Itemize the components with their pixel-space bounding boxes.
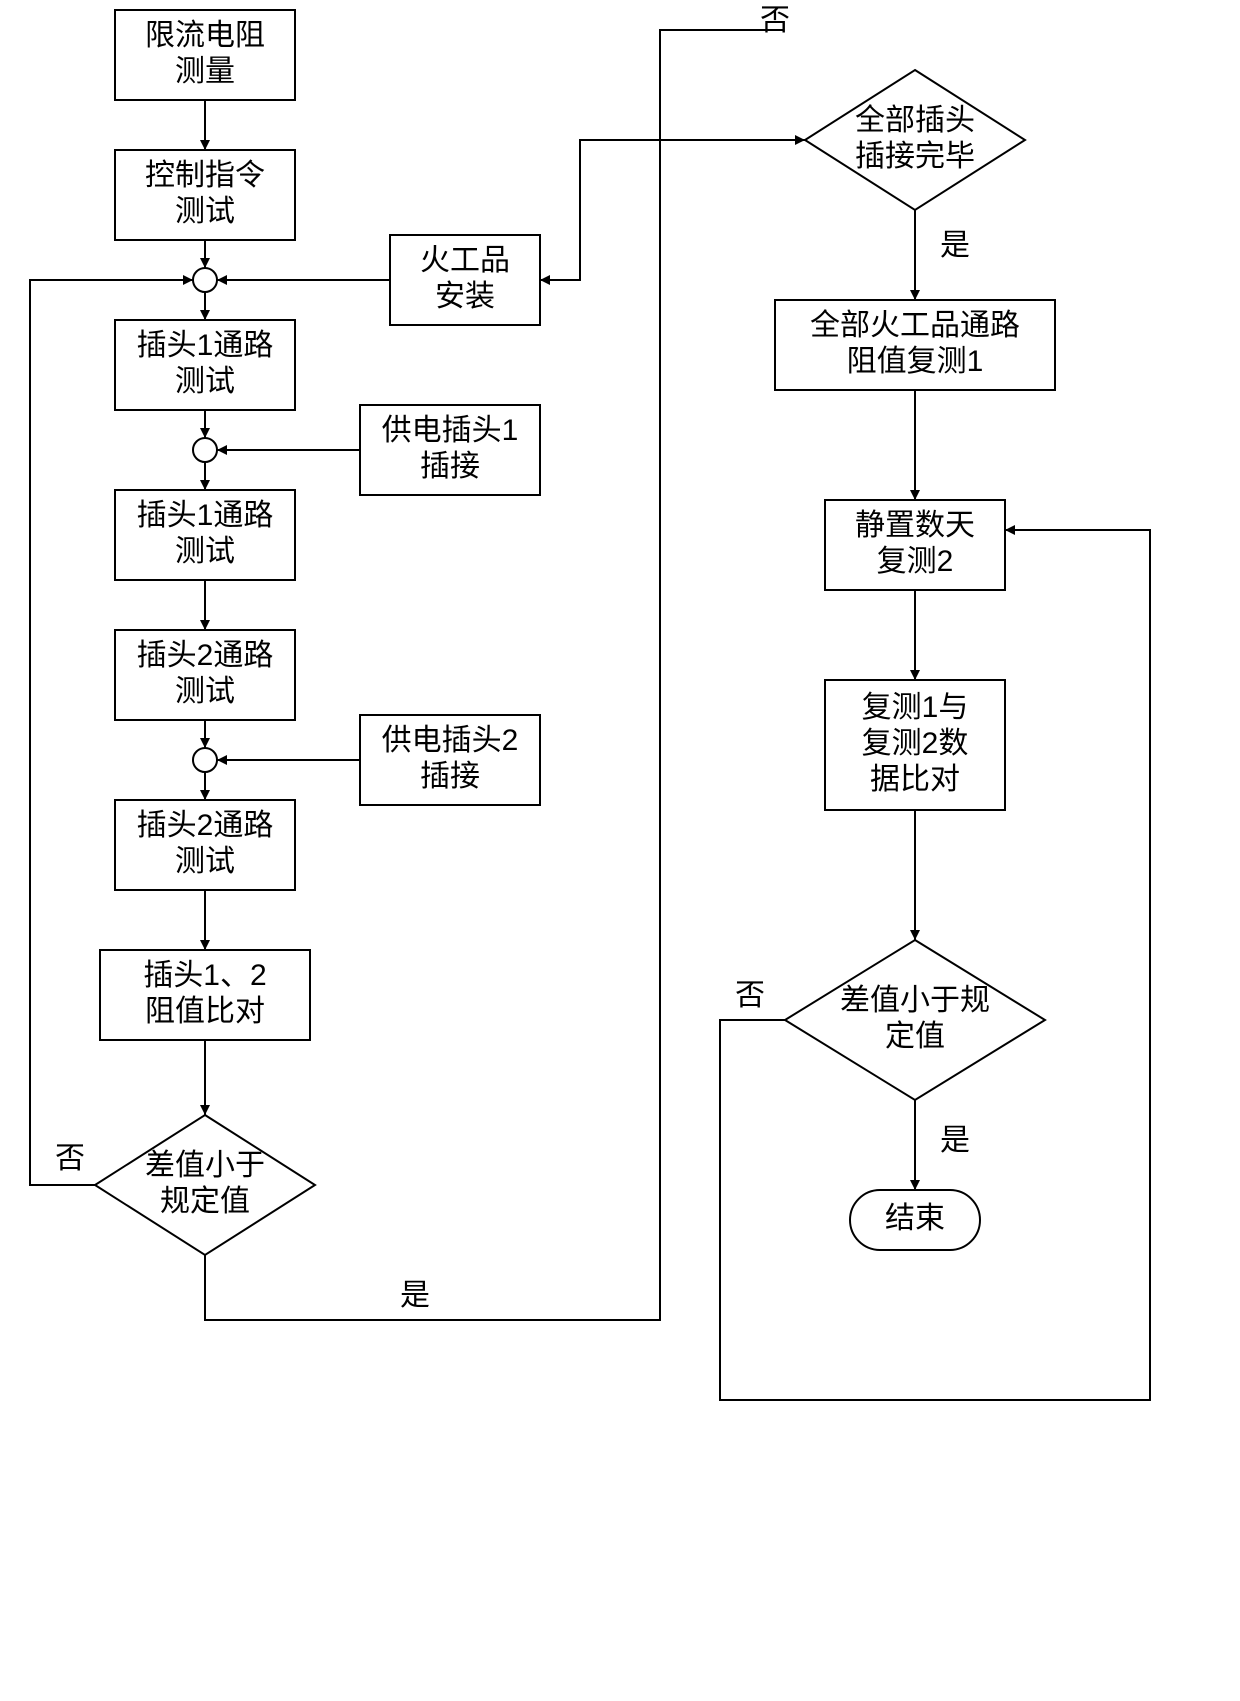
node-label: 安装 bbox=[435, 280, 495, 313]
node-label: 全部插头 bbox=[855, 104, 975, 137]
node-label: 供电插头1 bbox=[382, 414, 519, 447]
node-label: 插头2通路 bbox=[137, 809, 274, 842]
node-label: 测试 bbox=[175, 675, 235, 708]
node-label: 插接 bbox=[420, 760, 480, 793]
node-label: 火工品 bbox=[420, 244, 510, 277]
node-label: 规定值 bbox=[160, 1185, 250, 1218]
node-label: 全部火工品通路 bbox=[810, 309, 1020, 342]
node-label: 测量 bbox=[175, 55, 235, 88]
node-label: 测试 bbox=[175, 845, 235, 878]
node-label: 插头1通路 bbox=[137, 329, 274, 362]
node-label: 供电插头2 bbox=[382, 724, 519, 757]
node-label: 测试 bbox=[175, 365, 235, 398]
node-label: 静置数天 bbox=[855, 509, 975, 542]
node-label: 插头1、2 bbox=[143, 959, 266, 992]
node-label: 差值小于 bbox=[145, 1149, 265, 1182]
edge-label: 是 bbox=[940, 1124, 970, 1157]
node-label: 据比对 bbox=[870, 763, 960, 796]
node-label: 测试 bbox=[175, 535, 235, 568]
edge-label: 否 bbox=[735, 979, 765, 1012]
node-label: 复测1与 bbox=[862, 691, 969, 724]
node-label: 定值 bbox=[885, 1020, 945, 1053]
node-label: 阻值复测1 bbox=[847, 345, 984, 378]
node-label: 结束 bbox=[885, 1202, 945, 1235]
node-label: 插头1通路 bbox=[137, 499, 274, 532]
node-label: 差值小于规 bbox=[840, 984, 990, 1017]
node-label: 复测2 bbox=[877, 545, 954, 578]
connector-circle bbox=[193, 438, 217, 462]
node-label: 限流电阻 bbox=[145, 19, 265, 52]
edge-label: 是 bbox=[400, 1279, 430, 1312]
node-label: 插接 bbox=[420, 450, 480, 483]
edge-label: 是 bbox=[940, 229, 970, 262]
connector-circle bbox=[193, 748, 217, 772]
flowchart-canvas: 限流电阻测量控制指令测试插头1通路测试插头1通路测试插头2通路测试插头2通路测试… bbox=[0, 0, 1240, 1701]
node-label: 测试 bbox=[175, 195, 235, 228]
node-label: 插接完毕 bbox=[855, 140, 975, 173]
flow-edge bbox=[660, 30, 805, 140]
edge-label: 否 bbox=[55, 1142, 85, 1175]
connector-circle bbox=[193, 268, 217, 292]
flow-edge bbox=[540, 140, 805, 280]
node-label: 控制指令 bbox=[145, 159, 265, 192]
edge-label: 否 bbox=[760, 4, 790, 37]
node-label: 阻值比对 bbox=[145, 995, 265, 1028]
flow-edge bbox=[30, 280, 193, 1185]
node-label: 插头2通路 bbox=[137, 639, 274, 672]
node-label: 复测2数 bbox=[862, 727, 969, 760]
